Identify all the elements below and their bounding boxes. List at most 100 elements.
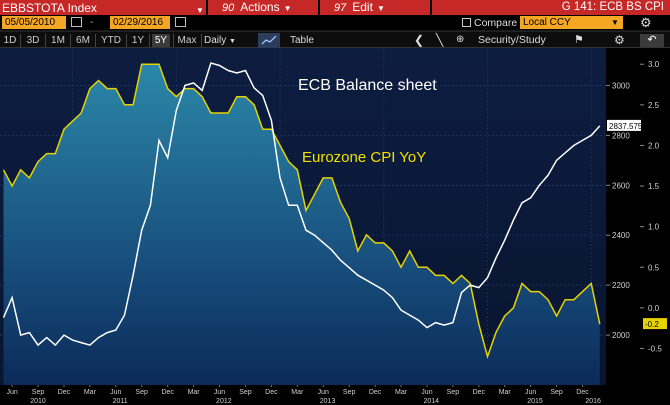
ecb-line [2, 62, 601, 347]
ecb-point [305, 229, 307, 231]
timeframe-max[interactable]: Max [177, 35, 197, 46]
flag-icon[interactable]: ⚑ [574, 34, 584, 46]
table-button[interactable]: Table [290, 35, 314, 46]
timeframe-1d[interactable]: 1D [3, 35, 17, 46]
ecb-point [573, 144, 575, 146]
end-calendar-icon[interactable] [175, 17, 186, 27]
cpi-point [426, 266, 428, 268]
cpi-point [37, 160, 39, 162]
compare-checkbox[interactable] [462, 18, 471, 27]
timeframe-5y[interactable]: 5Y [152, 34, 170, 47]
gear-icon[interactable]: ⚙ [640, 15, 652, 30]
cpi-point [331, 177, 333, 179]
divider [20, 34, 21, 47]
annotation-icon[interactable]: ⊕ [456, 34, 465, 45]
chart-area[interactable]: 2000 2200 2400 2600 2800 3000 2837.575 -0.5 0.0… [0, 48, 670, 405]
actions-menu-button[interactable]: 90 Actions ▼ [208, 0, 318, 15]
ecb-point [158, 139, 160, 141]
cpi-point [236, 96, 238, 98]
undo-button[interactable]: ↶ [640, 34, 664, 47]
annotation-cpi: Eurozone CPI YoY [302, 149, 426, 166]
right-axis: -0.5 0.0 0.5 1.0 1.5 2.0 2.5 3.0 -0.2 [640, 60, 667, 353]
frequency-select[interactable]: Daily ▼ [204, 34, 236, 48]
cpi-point [201, 96, 203, 98]
cpi-point [45, 152, 47, 154]
ecb-point [426, 326, 428, 328]
timeframe-1y[interactable]: 1Y [131, 35, 145, 46]
x-month-label: Jun [6, 389, 17, 396]
ecb-point [529, 197, 531, 199]
ecb-point [166, 157, 168, 159]
line-chart-icon [261, 35, 277, 45]
ecb-point [296, 204, 298, 206]
ecb-point [564, 152, 566, 154]
left-tick-label: 2200 [612, 281, 630, 290]
currency-select[interactable]: Local CCY [520, 16, 623, 29]
cpi-point [175, 96, 177, 98]
ecb-point [339, 259, 341, 261]
ecb-point [400, 309, 402, 311]
cpi-point [106, 87, 108, 89]
edit-menu-button[interactable]: 97 Edit ▼ [320, 0, 430, 15]
cpi-point [365, 234, 367, 236]
cpi-point [590, 282, 592, 284]
right-tick-label: 2.0 [648, 141, 660, 150]
ecb-point [175, 109, 177, 111]
ecb-point [115, 329, 117, 331]
ecb-point [348, 266, 350, 268]
start-calendar-icon[interactable] [71, 17, 82, 27]
ecb-point [460, 291, 462, 293]
cpi-point [28, 177, 30, 179]
x-month-label: Dec [369, 389, 382, 396]
timeframe-6m[interactable]: 6M [76, 35, 90, 46]
chart-toolbar: 1D 3D 1M 6M YTD 1Y 5Y Max Daily ▼ Table … [0, 31, 670, 48]
zoom-out-icon[interactable]: ❮ [414, 33, 425, 47]
timeframe-ytd[interactable]: YTD [101, 35, 121, 46]
x-month-label: Dec [58, 389, 71, 396]
left-axis: 2000 2200 2400 2600 2800 3000 2837.575 [606, 81, 643, 340]
cpi-last-value-box [643, 318, 667, 330]
ecb-point [495, 256, 497, 258]
edit-menu-label: Edit [352, 0, 373, 14]
cpi-point [313, 193, 315, 195]
ecb-point [184, 84, 186, 86]
draw-line-icon[interactable]: ╲ [436, 33, 444, 47]
settings-icon[interactable]: ⚙ [614, 33, 625, 47]
cpi-last-value: -0.2 [645, 320, 659, 329]
left-tick-label: 2400 [612, 231, 630, 240]
cpi-point [547, 299, 549, 301]
x-month-label: Jun [318, 389, 329, 396]
ecb-point [434, 321, 436, 323]
start-date-field[interactable]: 05/05/2010 [2, 16, 66, 29]
currency-dropdown-icon[interactable]: ▼ [611, 18, 619, 27]
left-tick-label: 2800 [612, 131, 630, 140]
cpi-point [529, 290, 531, 292]
frequency-label: Daily [204, 35, 227, 46]
cpi-point [166, 87, 168, 89]
compare-label: Compare [474, 17, 518, 29]
cpi-point [357, 250, 359, 252]
security-study-button[interactable]: Security/Study [478, 34, 546, 46]
ecb-point [365, 279, 367, 281]
ecb-point [469, 284, 471, 286]
ecb-point [201, 89, 203, 91]
ecb-point [89, 344, 91, 346]
x-month-label: Dec [265, 389, 278, 396]
ecb-point [192, 82, 194, 84]
ecb-point [253, 87, 255, 89]
edit-caret-icon: ▼ [376, 4, 385, 13]
x-year-label: 2016 [585, 398, 601, 405]
cpi-point [348, 217, 350, 219]
ecb-point [2, 316, 4, 318]
ticker-field[interactable]: ▼ [0, 0, 206, 15]
ticker-input[interactable] [0, 0, 162, 15]
actions-menu-label: Actions [240, 0, 280, 14]
ecb-point [443, 324, 445, 326]
x-month-label: Mar [291, 389, 304, 396]
timeframe-1m[interactable]: 1M [51, 35, 65, 46]
ticker-dropdown-icon[interactable]: ▼ [196, 6, 204, 15]
end-date-field[interactable]: 02/29/2016 [110, 16, 170, 29]
timeframe-3d[interactable]: 3D [26, 35, 40, 46]
line-chart-style-button[interactable] [258, 33, 280, 48]
ecb-point [236, 72, 238, 74]
